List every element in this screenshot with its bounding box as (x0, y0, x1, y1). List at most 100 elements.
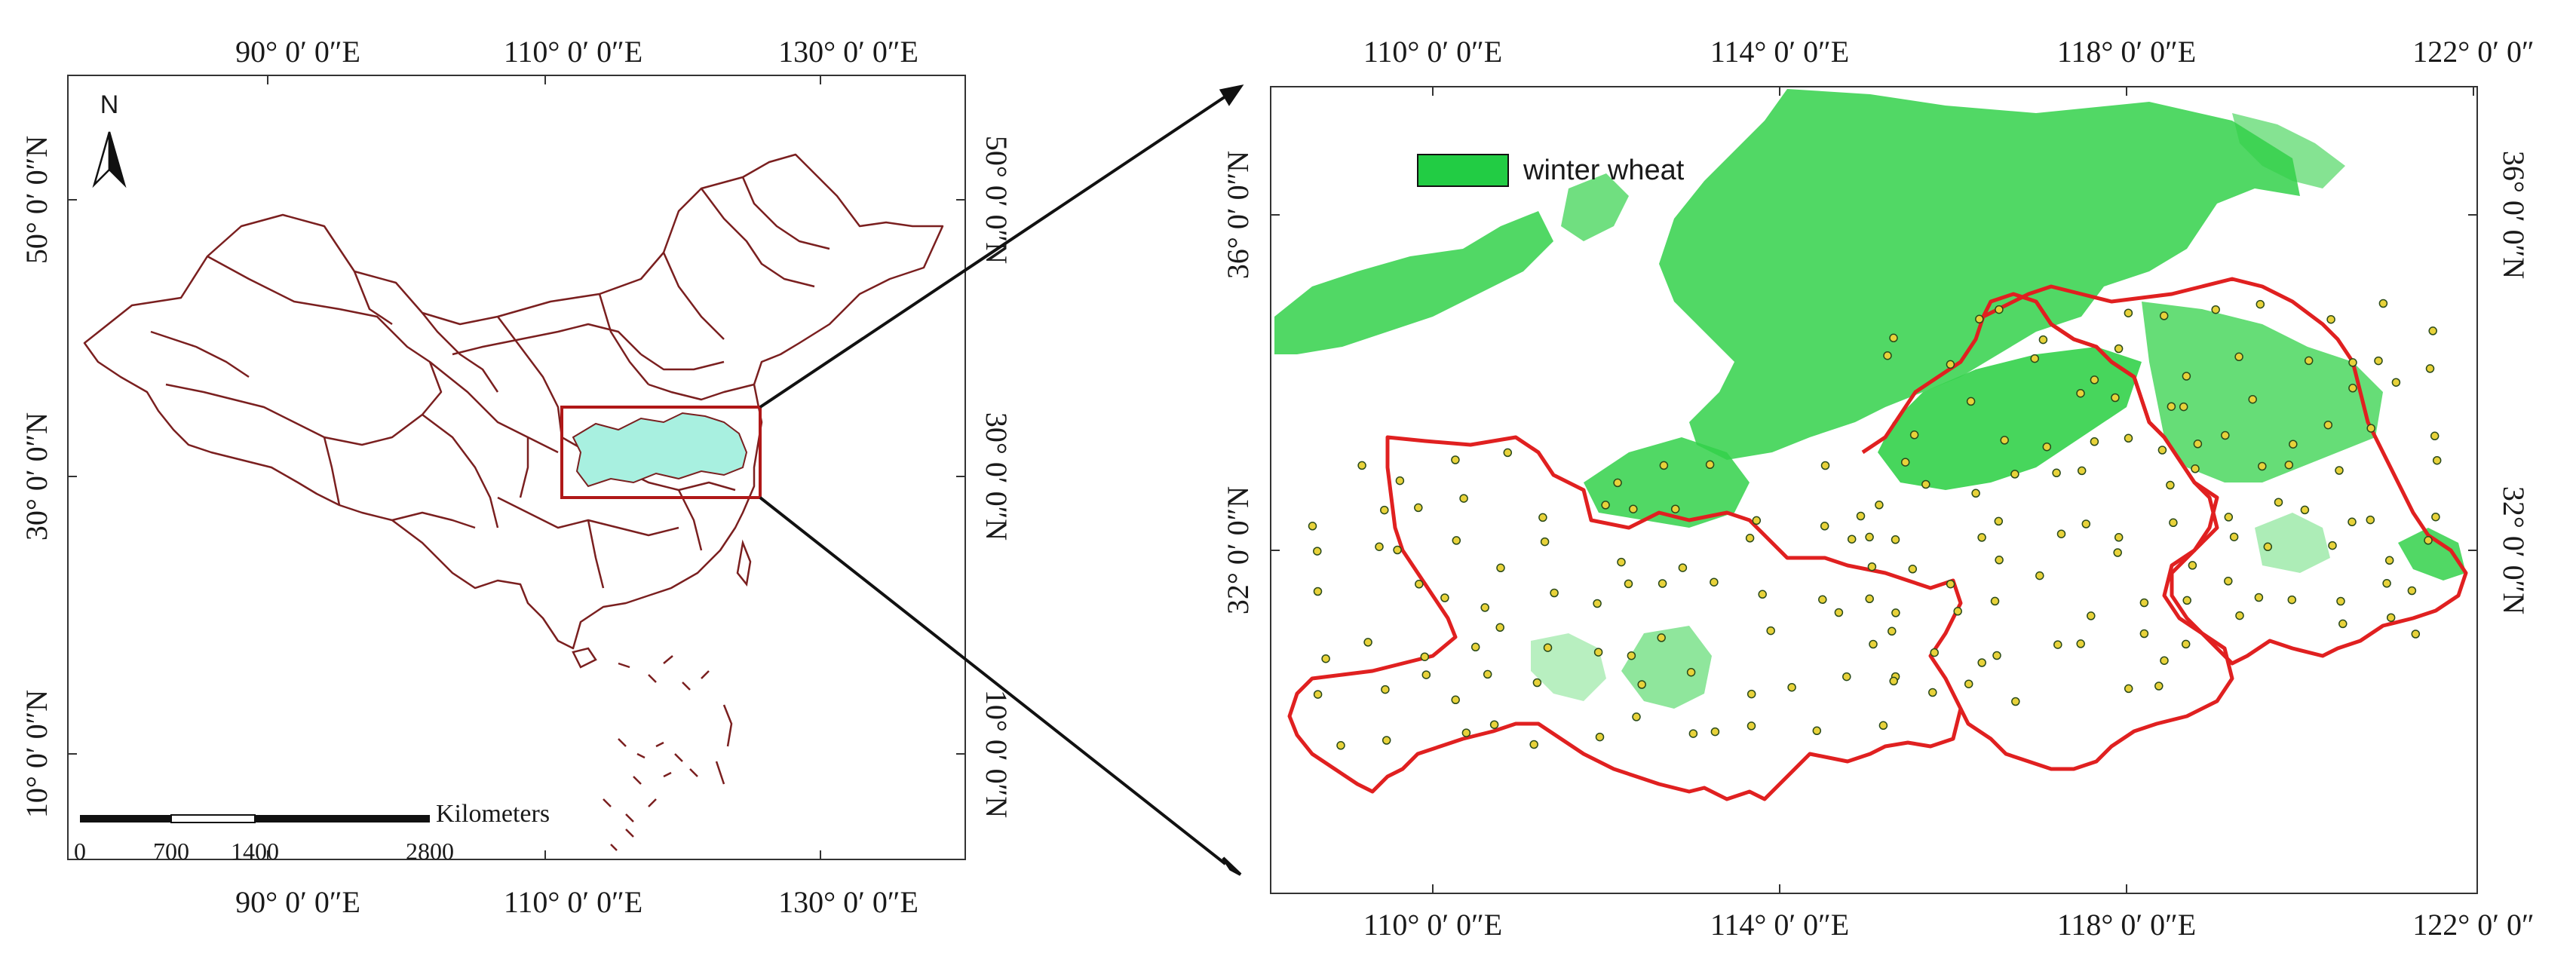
site-point (2188, 561, 2197, 570)
site-point (2263, 542, 2273, 552)
site-point (2326, 314, 2335, 324)
site-point (1758, 590, 1767, 599)
site-point (1613, 478, 1622, 488)
site-point (2323, 420, 2333, 430)
site-point (1415, 580, 1424, 589)
site-point (2077, 466, 2087, 476)
site-point (1624, 579, 1633, 589)
scale-tick: 1400 (231, 838, 279, 865)
site-point (1678, 563, 1688, 572)
site-point (1313, 690, 1323, 699)
site-point (2256, 299, 2265, 309)
legend-label: winter wheat (1523, 155, 1685, 186)
overview-right-label: 10° 0′ 0″N (980, 690, 1014, 818)
site-point (2124, 684, 2133, 694)
china-islands (572, 539, 752, 851)
site-point (1878, 721, 1888, 731)
overview-bottom-label: 110° 0′ 0″E (504, 885, 642, 919)
site-point (2300, 505, 2310, 515)
site-point (2391, 378, 2401, 387)
site-point (2348, 517, 2357, 527)
study-bottom-label: 118° 0′ 0″E (2057, 908, 2196, 942)
site-point (1308, 522, 1317, 531)
site-point (2090, 437, 2099, 446)
site-point (1847, 535, 1857, 544)
site-point (1888, 626, 1897, 636)
site-point (1930, 648, 1939, 657)
site-point (1627, 651, 1636, 660)
site-point (2038, 335, 2048, 345)
site-point (1992, 651, 2001, 660)
north-arrow-shade-icon (108, 131, 127, 188)
site-point (2124, 433, 2133, 443)
site-point (1921, 479, 1930, 489)
site-point (1820, 461, 1830, 470)
site-point (1496, 563, 1505, 573)
site-point (2154, 682, 2164, 691)
overview-left-label: 10° 0′ 0″N (20, 690, 54, 818)
overview-bottom-label: 130° 0′ 0″E (778, 885, 918, 919)
site-points (1308, 299, 2442, 750)
site-point (1856, 511, 1866, 521)
overview-map: 90° 0′ 0″E 110° 0′ 0″E 130° 0′ 0″E 90° 0… (20, 35, 1014, 919)
site-point (2010, 470, 2019, 479)
site-point (2328, 541, 2337, 550)
site-point (1891, 535, 1900, 544)
scale-tick: 0 (74, 838, 86, 865)
site-point (1658, 579, 1667, 588)
site-point (1670, 504, 1680, 513)
site-point (2056, 529, 2066, 538)
site-point (1380, 505, 1389, 515)
site-point (1483, 669, 1492, 679)
site-point (2052, 468, 2061, 478)
scale-tick: 2800 (406, 838, 454, 865)
site-point (2224, 513, 2234, 522)
site-point (2159, 311, 2169, 320)
site-point (1746, 721, 1756, 731)
site-point (2431, 512, 2440, 522)
site-point (1834, 608, 1844, 617)
site-point (1336, 741, 1345, 750)
site-point (2432, 455, 2442, 465)
site-point (1393, 545, 1402, 555)
site-point (1632, 712, 1641, 721)
site-point (1994, 516, 2004, 526)
site-point (1865, 532, 1874, 542)
site-point (1414, 503, 1423, 513)
site-point (2378, 299, 2388, 308)
site-point (1452, 536, 1461, 545)
site-point (2224, 577, 2233, 586)
study-top-label: 114° 0′ 0″E (1710, 35, 1849, 69)
site-point (1550, 588, 1559, 598)
site-point (2193, 440, 2203, 449)
site-point (1382, 736, 1391, 745)
site-point (1977, 533, 1986, 542)
site-point (1313, 547, 1322, 556)
site-point (1601, 501, 1610, 510)
site-point (1812, 726, 1822, 736)
site-point (1889, 676, 1898, 686)
overview-map-frame (67, 75, 966, 860)
site-point (1321, 654, 1330, 663)
site-point (1745, 534, 1755, 543)
site-point (2366, 424, 2375, 433)
site-point (2111, 393, 2120, 403)
overview-right-label: 30° 0′ 0″N (980, 412, 1014, 541)
site-point (1470, 642, 1480, 652)
site-point (2035, 571, 2044, 580)
site-point (2182, 596, 2191, 605)
scale-bar: Kilometers 0 700 1400 2800 (74, 800, 550, 865)
site-point (2348, 358, 2357, 367)
site-point (1595, 732, 1605, 742)
site-point (2139, 598, 2149, 608)
site-point (1995, 305, 2004, 314)
north-label: N (100, 90, 119, 119)
site-point (1869, 639, 1878, 649)
site-point (1688, 729, 1698, 738)
site-point (2167, 402, 2176, 411)
study-left-label: 32° 0′ 0″N (1221, 486, 1255, 614)
site-point (1395, 476, 1405, 486)
scale-tick: 700 (153, 838, 189, 865)
site-point (2411, 630, 2421, 639)
site-point (2124, 308, 2133, 317)
